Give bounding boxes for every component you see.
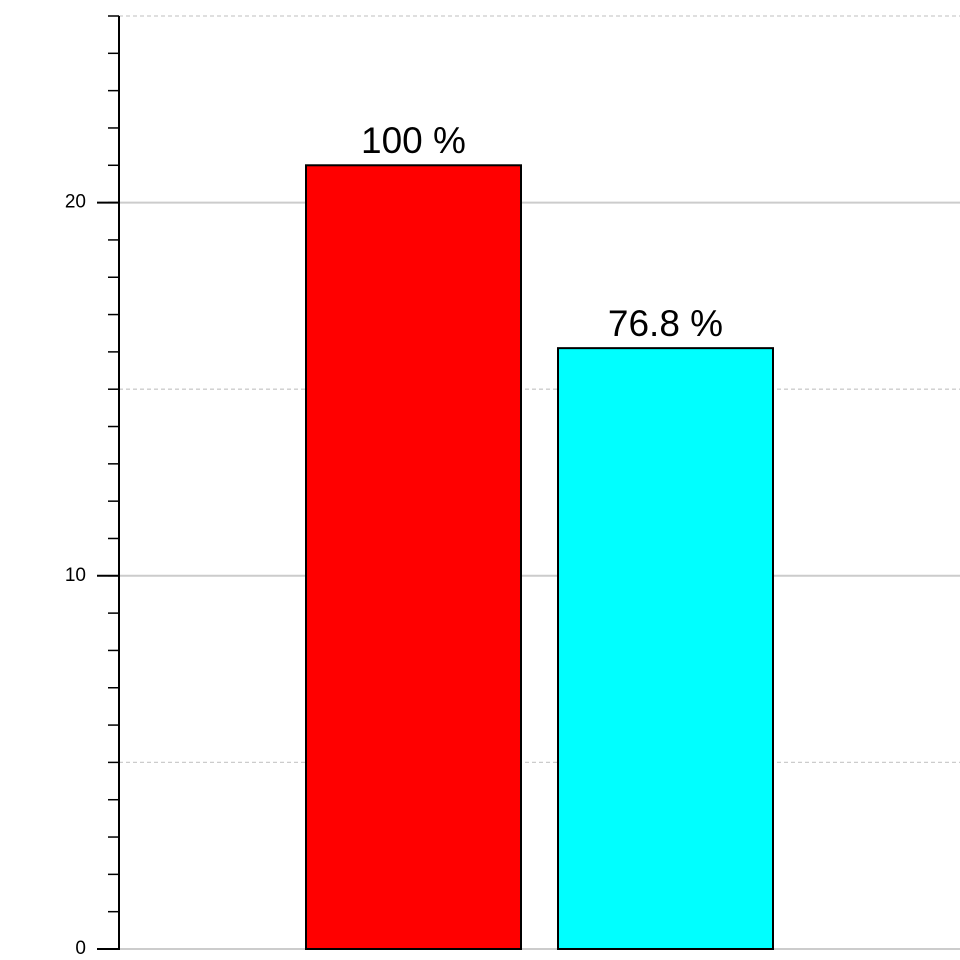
y-tick-label: 20 — [65, 192, 86, 213]
y-tick-label: 10 — [65, 565, 86, 586]
bar-label: 100 % — [361, 120, 466, 161]
bar — [557, 347, 774, 950]
y-tick-label: 0 — [75, 938, 86, 959]
bar-label: 76.8 % — [608, 303, 723, 344]
bar — [305, 164, 522, 950]
